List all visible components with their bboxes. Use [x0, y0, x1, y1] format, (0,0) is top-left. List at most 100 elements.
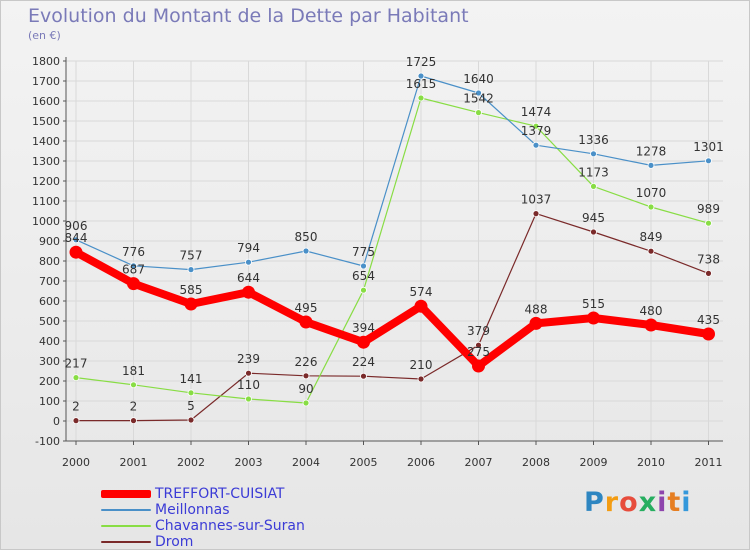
y-tick-label: 0: [53, 415, 60, 428]
data-label: 435: [697, 313, 720, 327]
data-label: 2: [72, 400, 80, 414]
data-point: [245, 369, 252, 377]
data-point: [647, 161, 655, 169]
data-label: 488: [525, 302, 548, 316]
data-label: 2: [130, 400, 138, 414]
data-point: [417, 375, 425, 383]
data-point: [302, 399, 310, 407]
y-tick-label: 700: [39, 275, 60, 288]
data-point: [127, 277, 140, 291]
series-line: [74, 248, 710, 370]
data-point: [72, 374, 80, 382]
data-label: 394: [352, 321, 375, 335]
data-point: [532, 210, 540, 218]
data-label: 224: [352, 355, 375, 369]
series-drom: [72, 210, 712, 425]
data-label: 110: [237, 378, 260, 392]
data-point: [184, 297, 198, 311]
data-point: [475, 89, 482, 97]
data-label: 687: [122, 263, 145, 277]
data-label: 574: [410, 285, 433, 299]
y-tick-label: 800: [39, 255, 60, 268]
data-label: 850: [295, 230, 318, 244]
data-point: [245, 258, 252, 266]
series-line: [75, 97, 709, 404]
data-point: [587, 311, 600, 325]
data-point: [130, 417, 137, 425]
data-label: 849: [640, 230, 663, 244]
data-label: 379: [467, 324, 490, 338]
data-point: [130, 262, 137, 270]
data-point: [245, 395, 252, 403]
x-tick-label: 2006: [407, 456, 435, 469]
series-line: [76, 213, 709, 422]
data-label: 239: [237, 352, 260, 366]
data-label: 989: [697, 202, 720, 216]
data-label: 1640: [463, 72, 494, 86]
data-point: [242, 285, 255, 299]
data-label: 1336: [578, 133, 609, 147]
legend-swatch: [101, 509, 151, 511]
data-label: 775: [352, 245, 375, 259]
data-label: 776: [122, 245, 145, 259]
legend-swatch: [101, 525, 151, 527]
data-label: 1615: [406, 77, 437, 91]
x-tick-label: 2000: [62, 456, 90, 469]
y-tick-label: 600: [39, 295, 60, 308]
data-point: [472, 359, 485, 373]
data-label: 1037: [521, 193, 552, 207]
chart-legend: TREFFORT-CUISIAT Meillonnas Chavannes-sur-…: [101, 486, 305, 550]
data-label: 1278: [636, 144, 667, 158]
x-tick-label: 2011: [695, 456, 723, 469]
series-line: [75, 75, 709, 271]
x-tick-label: 2003: [235, 456, 263, 469]
series-treffort-cuisiat: [69, 245, 715, 373]
legend-item: Meillonnas: [101, 502, 305, 518]
y-tick-label: 1000: [32, 215, 60, 228]
y-tick-label: 900: [39, 235, 60, 248]
data-label: 1725: [406, 55, 437, 69]
data-label: 275: [467, 345, 490, 359]
y-tick-label: 1800: [32, 55, 60, 68]
logo-letter: x: [638, 487, 658, 518]
x-tick-label: 2010: [637, 456, 665, 469]
data-label: 906: [65, 219, 88, 233]
data-point: [69, 245, 83, 259]
data-label: 1474: [521, 105, 552, 119]
data-point: [590, 150, 597, 158]
data-point: [357, 335, 370, 349]
y-tick-label: 100: [39, 395, 60, 408]
y-tick-label: 1100: [32, 195, 60, 208]
data-point: [417, 94, 425, 102]
legend-item: TREFFORT-CUISIAT: [101, 486, 305, 502]
data-label: 495: [295, 301, 318, 315]
data-label: 794: [237, 241, 260, 255]
data-point: [475, 341, 482, 349]
data-point: [702, 327, 715, 341]
data-label: 90: [298, 382, 313, 396]
data-label: 5: [187, 399, 195, 413]
data-point: [187, 416, 195, 424]
data-point: [130, 381, 137, 389]
y-tick-label: 1500: [32, 115, 60, 128]
data-label: 654: [352, 269, 375, 283]
x-tick-label: 2002: [177, 456, 205, 469]
data-point: [647, 203, 655, 211]
data-label: 210: [410, 358, 433, 372]
data-point: [705, 269, 712, 277]
y-tick-label: 200: [39, 375, 60, 388]
legend-label: TREFFORT-CUISIAT: [155, 486, 285, 502]
x-tick-label: 2001: [120, 456, 148, 469]
grid: [66, 60, 723, 442]
legend-swatch: [101, 490, 151, 498]
y-tick-label: 1300: [32, 155, 60, 168]
y-tick-label: 1700: [32, 75, 60, 88]
data-point: [532, 141, 540, 149]
data-label: 1379: [521, 124, 552, 138]
y-tick-label: 1400: [32, 135, 60, 148]
y-tick-label: -100: [35, 435, 60, 448]
data-point: [302, 247, 310, 255]
data-label: 1070: [636, 186, 667, 200]
y-tick-label: 1200: [32, 175, 60, 188]
